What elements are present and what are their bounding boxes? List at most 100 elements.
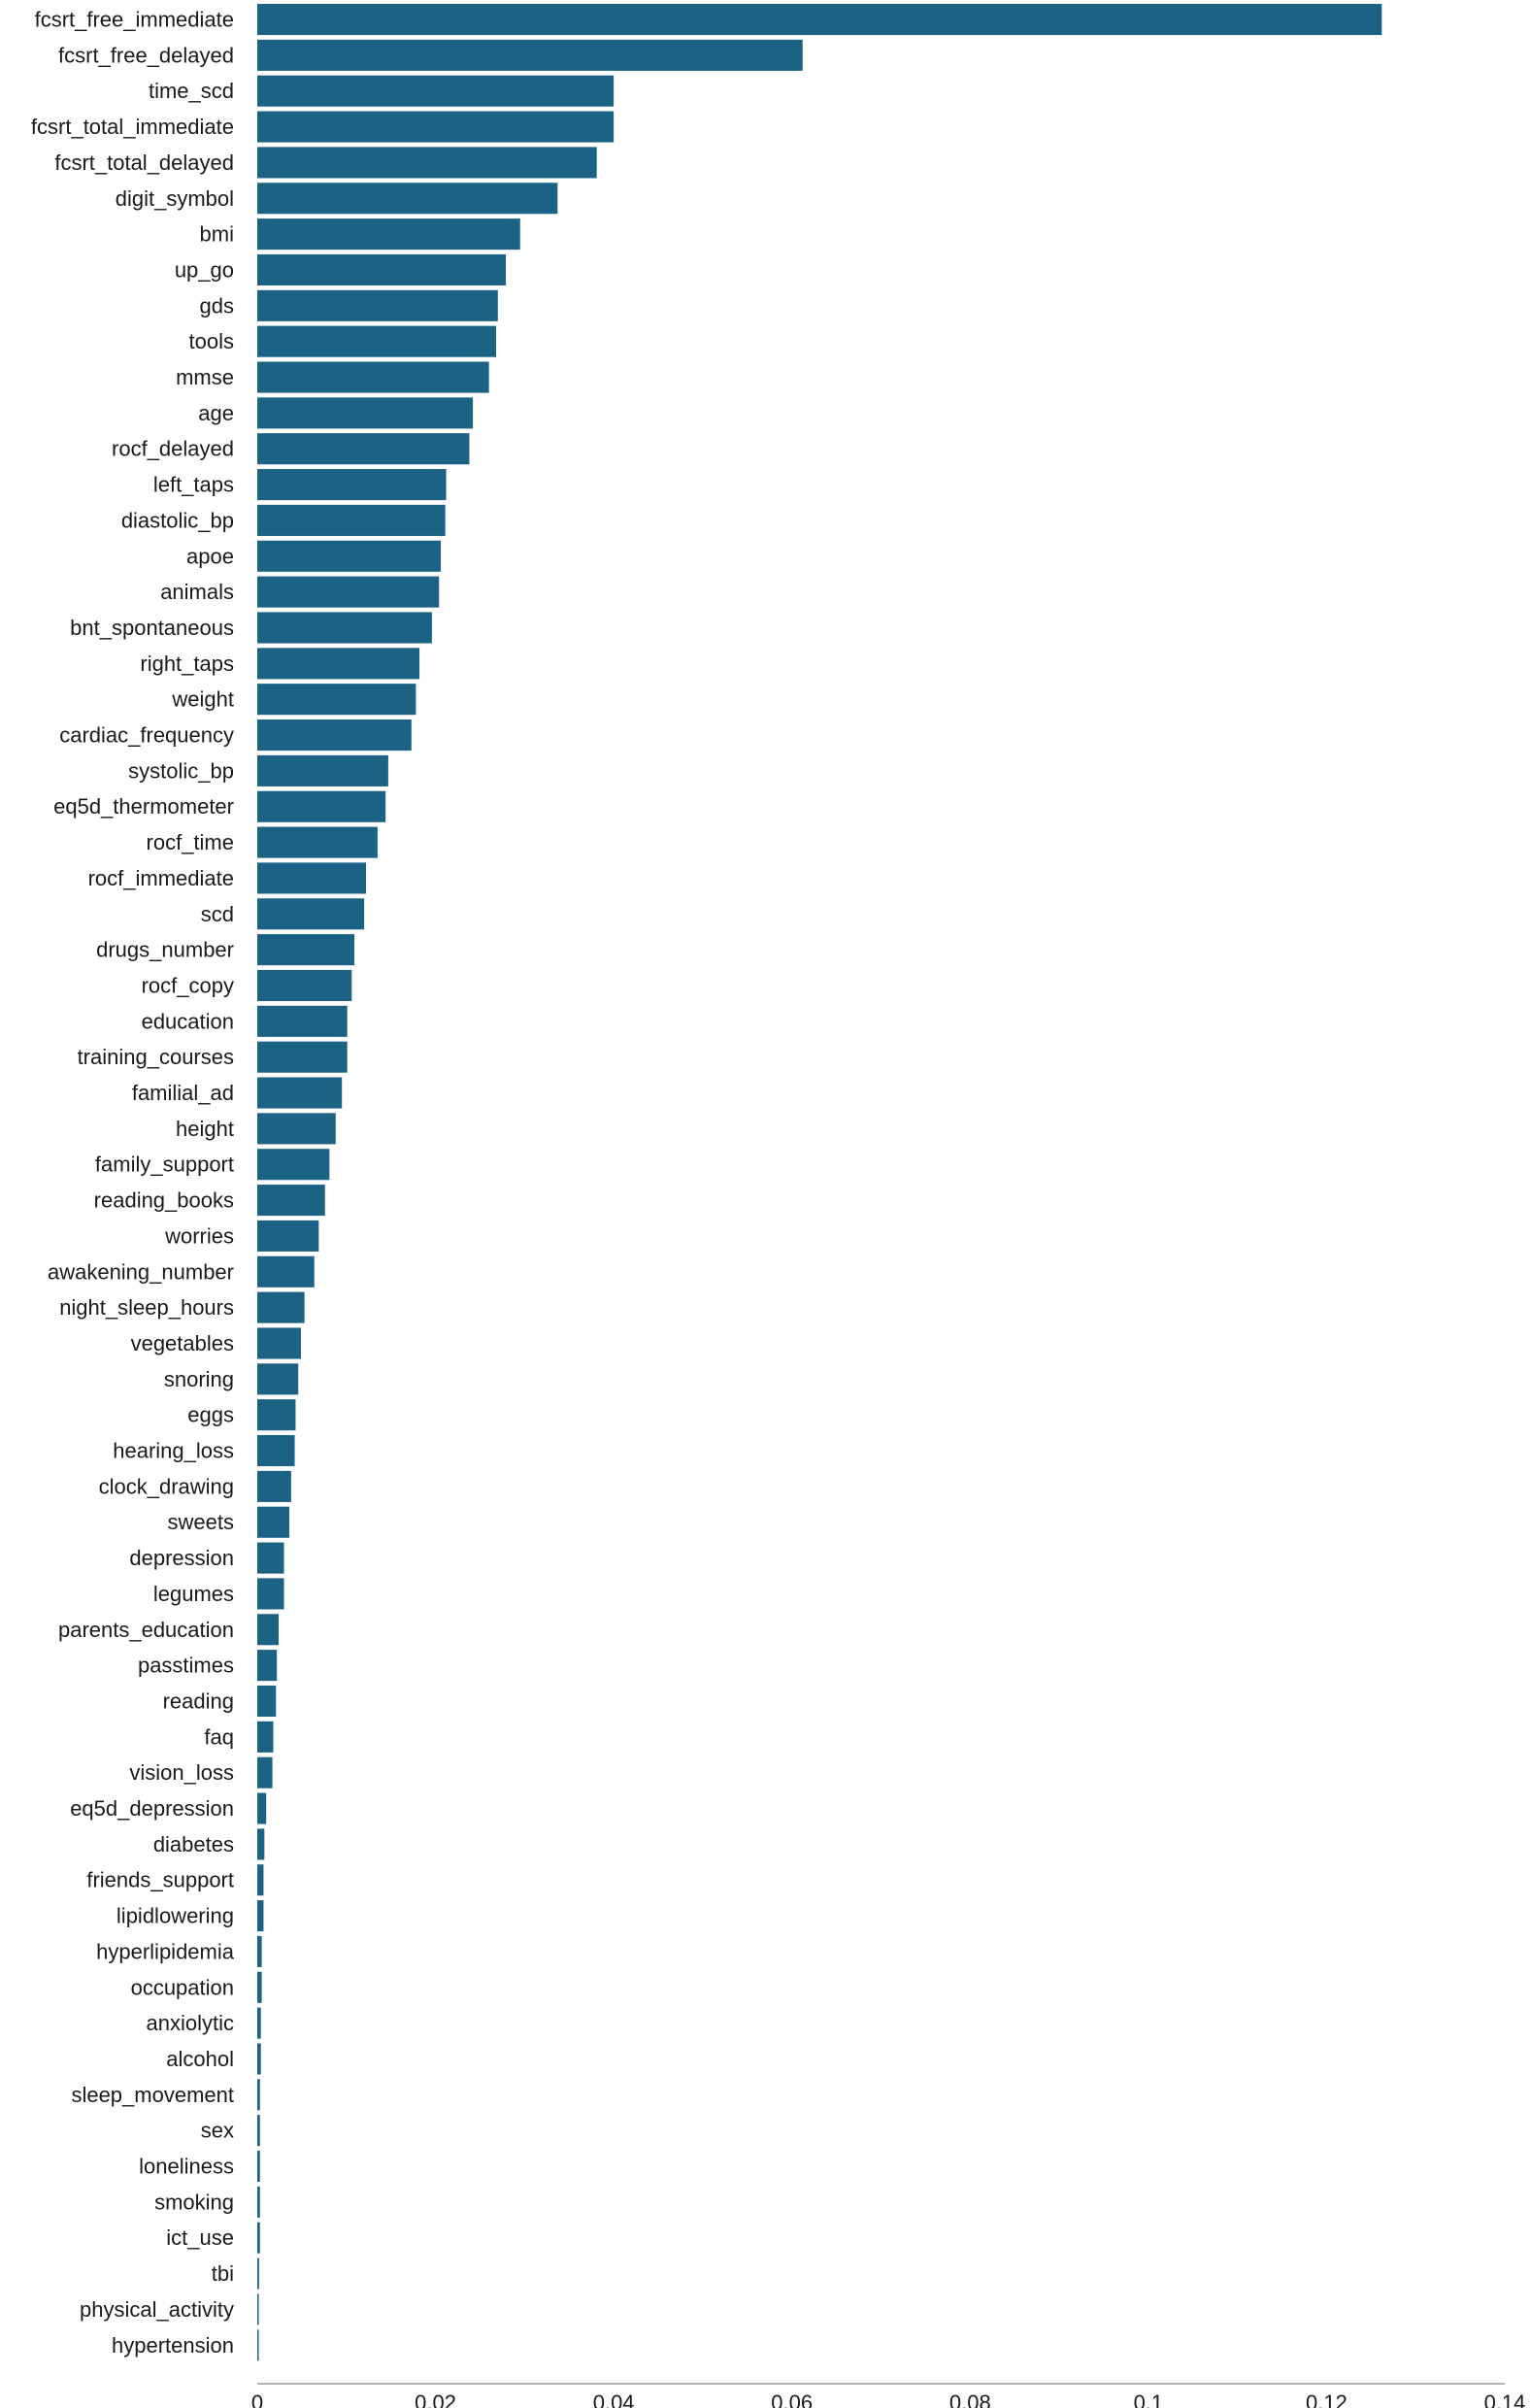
bar-tools — [257, 325, 496, 357]
bar-family-support — [257, 1149, 330, 1181]
category-label: loneliness — [139, 2155, 234, 2179]
category-label: alcohol — [166, 2047, 234, 2071]
bar-parents-education — [257, 1614, 280, 1646]
bar-digit-symbol — [257, 183, 558, 215]
category-label: sleep_movement — [71, 2083, 234, 2107]
bar-eq5d-thermometer — [257, 790, 386, 822]
bar-bnt-spontaneous — [257, 612, 432, 644]
x-tick-label: 0.08 — [949, 2391, 991, 2408]
category-label: sweets — [168, 1510, 234, 1534]
bar-eq5d-depression — [257, 1792, 267, 1824]
bar-diastolic-bp — [257, 504, 446, 536]
category-label: anxiolytic — [147, 2011, 234, 2035]
category-label: fcsrt_free_immediate — [35, 8, 234, 32]
category-label: fcsrt_total_delayed — [54, 150, 234, 175]
bar-snoring — [257, 1363, 299, 1395]
x-tick-label: 0.04 — [593, 2391, 635, 2408]
category-label: depression — [129, 1546, 234, 1570]
category-label: lipidlowering — [116, 1904, 234, 1928]
category-label: rocf_delayed — [112, 437, 234, 461]
bar-cardiac-frequency — [257, 719, 412, 752]
category-label: eggs — [187, 1403, 234, 1427]
bar-education — [257, 1005, 348, 1037]
bar-diabetes — [257, 1828, 265, 1860]
bar-passtimes — [257, 1650, 278, 1682]
category-label: diabetes — [153, 1832, 234, 1856]
bar-up-go — [257, 253, 507, 286]
bar-fcsrt-total-delayed — [257, 147, 597, 179]
bar-smoking — [257, 2186, 260, 2218]
bar-rocf-time — [257, 826, 378, 858]
x-tick-label: 0.12 — [1306, 2391, 1347, 2408]
category-label: fcsrt_free_delayed — [58, 43, 234, 67]
bar-scd — [257, 898, 365, 930]
category-label: faq — [204, 1724, 234, 1749]
category-label: parents_education — [58, 1618, 234, 1642]
bar-rocf-immediate — [257, 862, 366, 894]
bar-time-scd — [257, 75, 615, 107]
category-label: scd — [201, 902, 234, 926]
bar-hearing-loss — [257, 1435, 295, 1467]
category-label: friends_support — [86, 1868, 234, 1892]
bar-lipidlowering — [257, 1900, 264, 1932]
bar-ict-use — [257, 2222, 260, 2254]
category-label: education — [142, 1009, 234, 1033]
x-tick-labels-group: 0 0.02 0.04 0.06 0.08 0.1 0.12 0.14 — [251, 2391, 1526, 2408]
bar-sleep-movement — [257, 2079, 260, 2111]
bar-fcsrt-free-immediate — [257, 4, 1382, 36]
bar-tbi — [257, 2258, 259, 2290]
bar-mmse — [257, 361, 489, 393]
category-label: physical_activity — [80, 2297, 234, 2322]
bar-legumes — [257, 1578, 284, 1610]
category-label: bmi — [200, 222, 234, 247]
category-label: mmse — [176, 365, 234, 389]
bars-group — [257, 4, 1382, 2361]
category-label: eq5d_depression — [70, 1796, 234, 1821]
bar-awakening-number — [257, 1255, 315, 1288]
category-label: hypertension — [112, 2333, 234, 2358]
category-label: rocf_copy — [142, 973, 234, 997]
bar-bmi — [257, 218, 520, 251]
category-label: tbi — [212, 2261, 234, 2286]
x-tick-label: 0.06 — [771, 2391, 813, 2408]
bar-rocf-delayed — [257, 433, 470, 465]
category-label: worries — [164, 1223, 234, 1248]
category-label: legumes — [153, 1582, 234, 1606]
bar-reading-books — [257, 1185, 325, 1217]
bar-worries — [257, 1220, 319, 1252]
category-label: vision_loss — [129, 1760, 234, 1785]
category-label: weight — [171, 687, 234, 712]
category-label: night_sleep_hours — [59, 1295, 234, 1320]
bar-left-taps — [257, 469, 447, 501]
category-label: clock_drawing — [99, 1474, 234, 1498]
category-label: familial_ad — [132, 1081, 234, 1105]
bar-training-courses — [257, 1041, 348, 1073]
bar-apoe — [257, 540, 442, 572]
bar-age — [257, 397, 474, 429]
category-label: tools — [189, 329, 234, 353]
category-label: ict_use — [166, 2225, 234, 2250]
category-label: occupation — [131, 1975, 234, 1999]
category-label: rocf_time — [147, 830, 234, 854]
category-label: vegetables — [131, 1331, 234, 1355]
bar-hyperlipidemia — [257, 1935, 262, 1967]
bar-right-taps — [257, 648, 420, 680]
bar-night-sleep-hours — [257, 1291, 305, 1323]
category-label: awakening_number — [48, 1259, 234, 1284]
bar-anxiolytic — [257, 2007, 261, 2039]
category-label: time_scd — [149, 79, 234, 103]
category-label: right_taps — [140, 652, 234, 676]
category-label: up_go — [175, 257, 234, 282]
category-label: hearing_loss — [113, 1439, 234, 1463]
category-label: smoking — [154, 2190, 234, 2214]
bar-sex — [257, 2115, 260, 2147]
bar-clock-drawing — [257, 1470, 291, 1502]
category-label: hyperlipidemia — [96, 1939, 235, 1963]
category-label: bnt_spontaneous — [70, 616, 234, 640]
category-label: gds — [200, 293, 234, 318]
category-label: fcsrt_total_immediate — [31, 115, 234, 139]
category-label: reading_books — [94, 1188, 234, 1213]
category-label: diastolic_bp — [121, 508, 234, 532]
bar-rocf-copy — [257, 969, 352, 1002]
x-tick-label: 0.02 — [415, 2391, 456, 2408]
